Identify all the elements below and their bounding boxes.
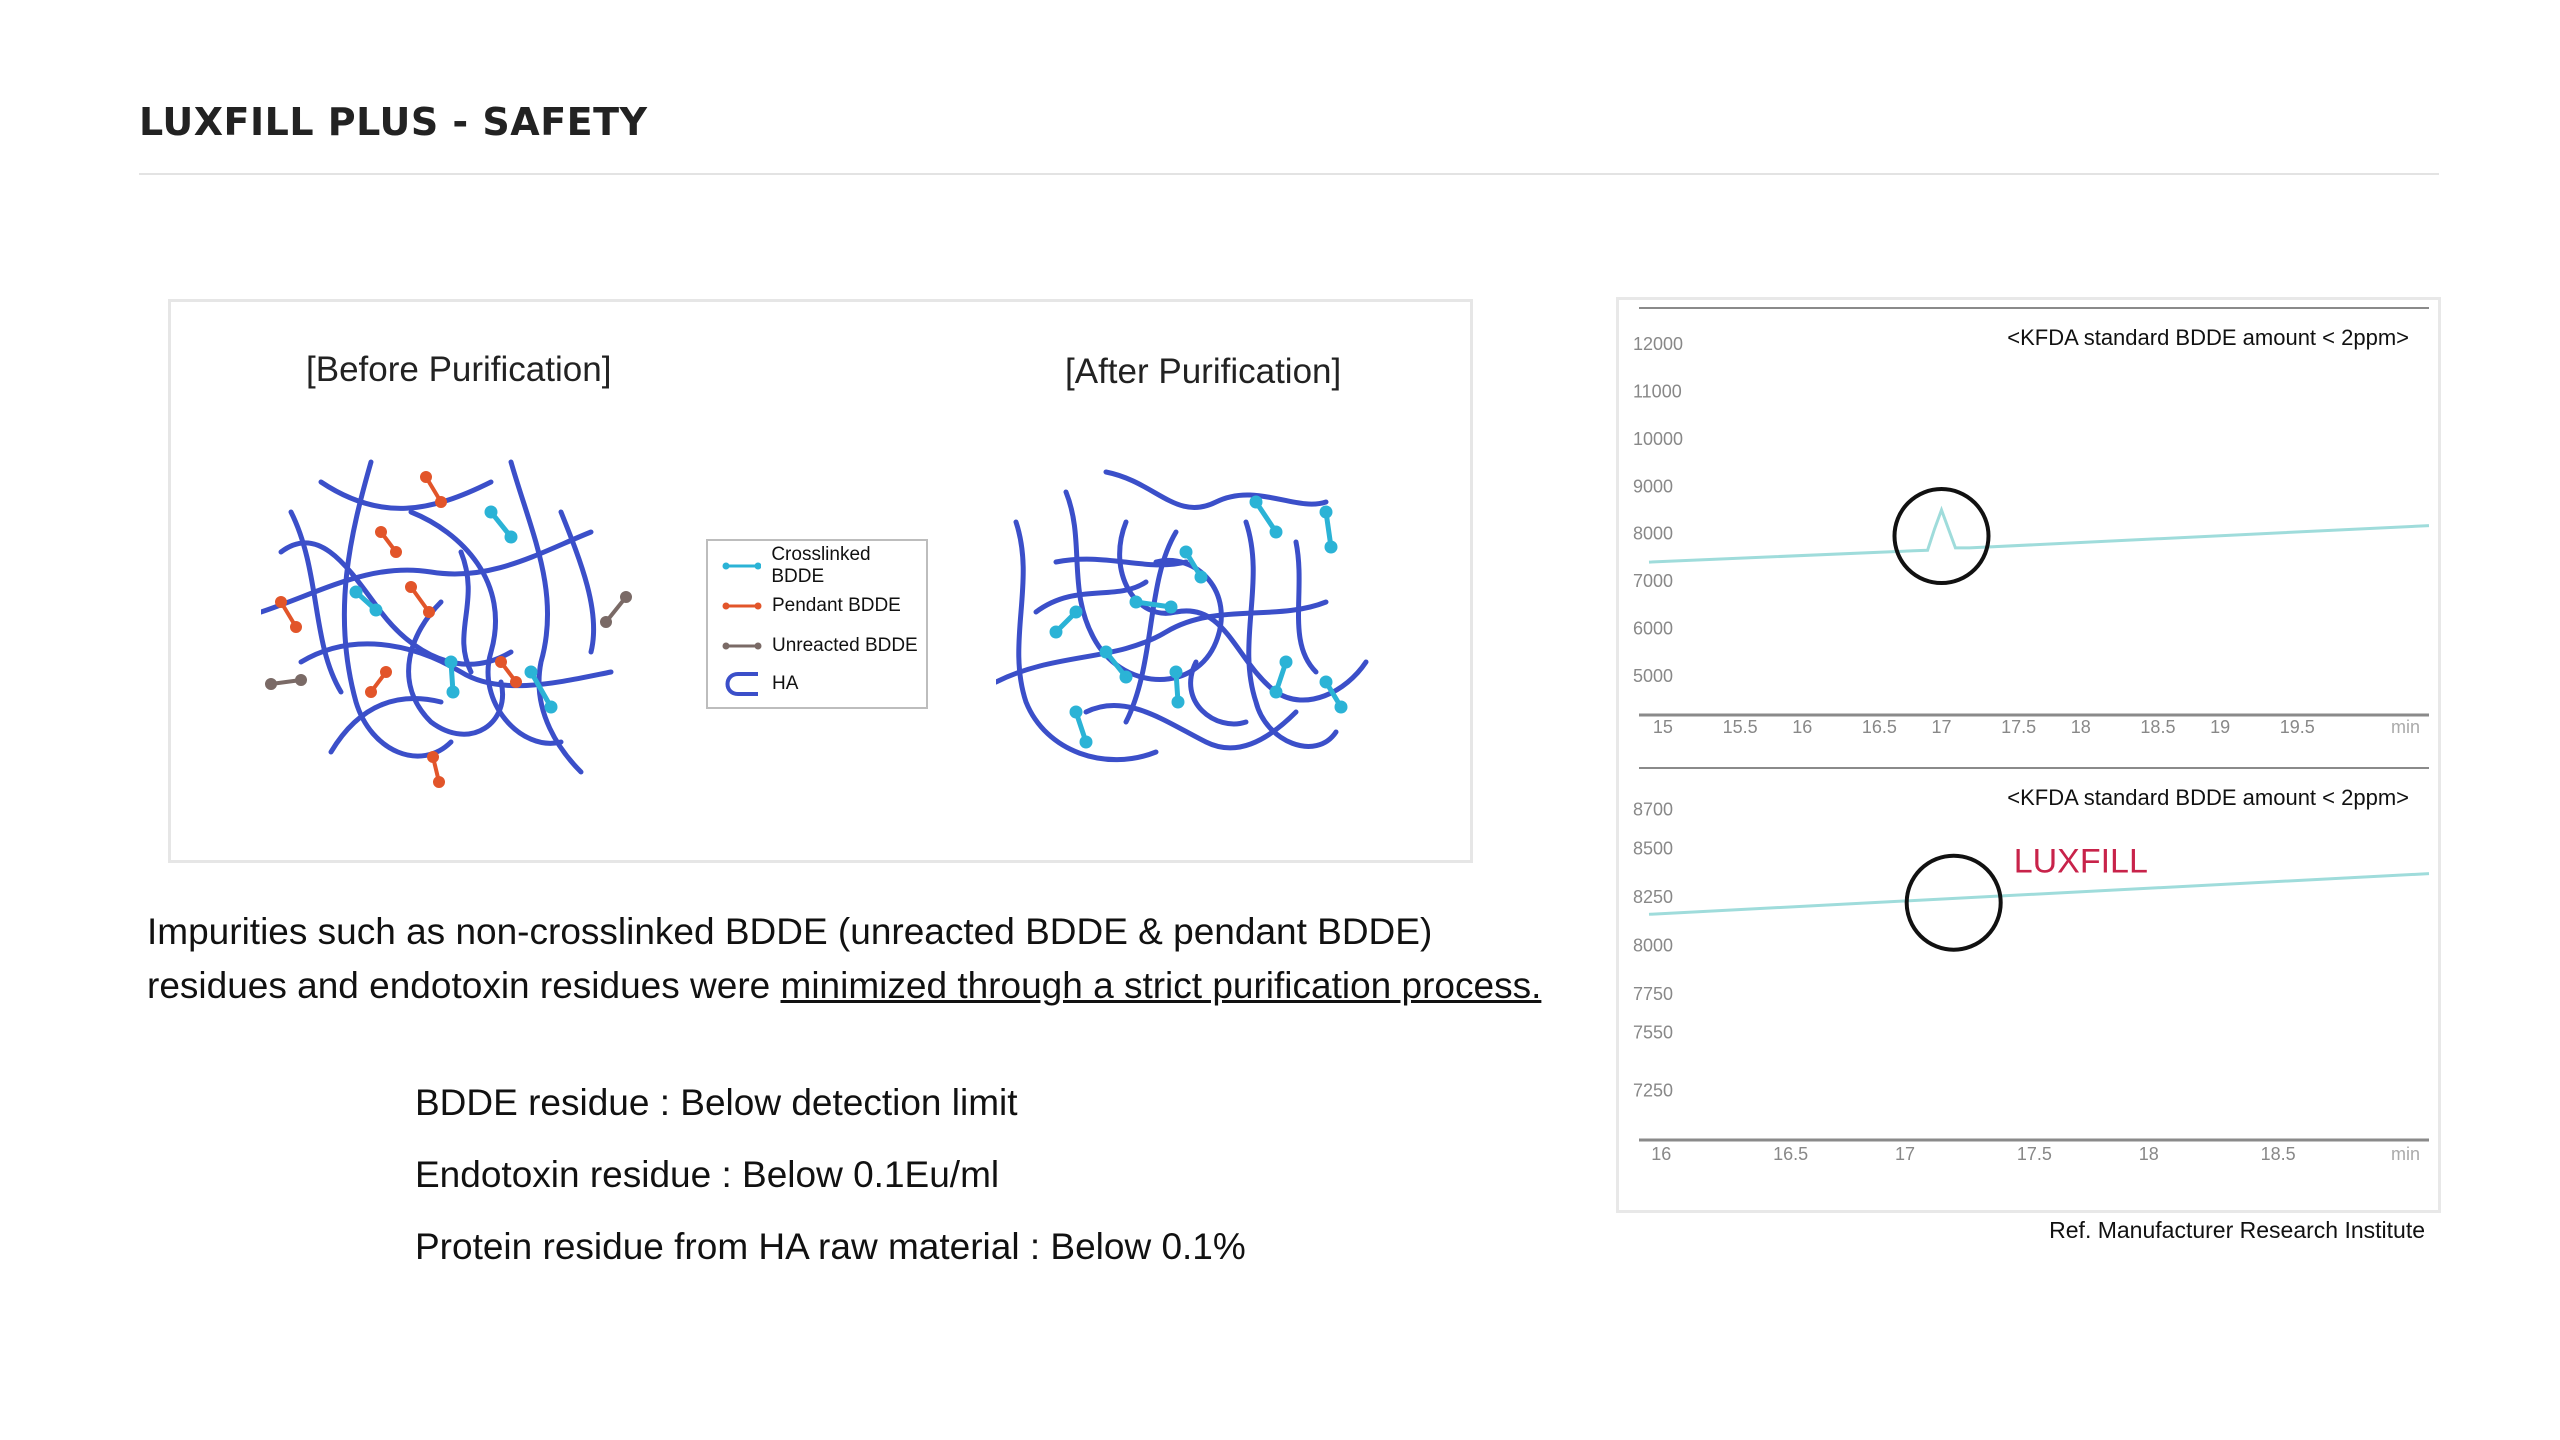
chart-1-title: <KFDA standard BDDE amount < 2ppm>	[2007, 785, 2409, 810]
reference-note: Ref. Manufacturer Research Institute	[2049, 1217, 2425, 1243]
chart-1-ytick-label: 8500	[1633, 838, 1673, 858]
chart-0-ytick-label: 8000	[1633, 524, 1673, 544]
purification-diagram: [Before Purification] [After Purificatio…	[168, 299, 1473, 863]
pendant-icon	[722, 602, 762, 610]
chart-1-xtick-label: 16	[1651, 1144, 1671, 1164]
chart-1-xtick-label: 18.5	[2261, 1144, 2296, 1164]
title-divider	[139, 173, 2439, 175]
chart-1-ytick-label: 7550	[1633, 1023, 1673, 1043]
description-line-2-prefix: residues and endotoxin residues were	[147, 965, 781, 1006]
legend-label-ha: HA	[772, 673, 799, 694]
ha-strand-icon	[725, 672, 758, 696]
chart-0-series-line	[1648, 505, 2430, 564]
crosslink-icon	[722, 562, 762, 570]
chart-1-ytick-label: 7750	[1633, 984, 1673, 1004]
diagram-legend: Crosslinked BDDE Pendant BDDE Unreacted …	[706, 539, 928, 709]
description-line-1: Impurities such as non-crosslinked BDDE …	[147, 911, 1433, 952]
chart-1-xtick-label: 17	[1895, 1144, 1915, 1164]
chart-1-xaxis-unit: min	[2391, 1144, 2420, 1164]
chart-0-title: <KFDA standard BDDE amount < 2ppm>	[2007, 325, 2409, 350]
chart-1-highlight-circle	[1904, 853, 2003, 952]
chart-0-ytick-label: 11000	[1633, 382, 1682, 402]
chart-0-xtick-label: 18.5	[2140, 717, 2175, 737]
chart-0-xtick-label: 15	[1653, 717, 1673, 737]
chart-0-ytick-label: 5000	[1633, 666, 1673, 686]
chart-0-xtick-label: 19	[2210, 717, 2230, 737]
legend-label-pendant: Pendant BDDE	[772, 595, 901, 616]
chart-0-ytick-label: 6000	[1633, 618, 1673, 638]
chart-0-xtick-label: 16	[1792, 717, 1812, 737]
chromatogram-charts: 12000 11000 10000 9000 8000 7000 6000 5000 15 15.…	[1633, 307, 2430, 1164]
unreacted-icon	[722, 642, 762, 650]
chart-0-ytick-label: 12000	[1633, 334, 1683, 354]
spec-protein-residue: Protein residue from HA raw material : B…	[415, 1226, 1246, 1267]
description-line-2: residues and endotoxin residues were min…	[147, 959, 1541, 1013]
chart-0-xtick-label: 17.5	[2001, 717, 2036, 737]
spec-bdde-residue: BDDE residue : Below detection limit	[415, 1082, 1018, 1123]
chart-0-highlight-circle	[1892, 487, 1991, 586]
after-caption: [After Purification]	[1065, 352, 1342, 391]
chart-0-xtick-label: 18	[2071, 717, 2091, 737]
chromatogram-panel: 12000 11000 10000 9000 8000 7000 6000 5000 15 15.…	[1616, 297, 2441, 1213]
legend-item-crosslinked: Crosslinked BDDE	[722, 544, 926, 587]
chart-0-xtick-label: 16.5	[1862, 717, 1897, 737]
description-emphasis: minimized through a strict purification …	[780, 965, 1542, 1006]
chart-1-xtick-label: 17.5	[2017, 1144, 2052, 1164]
chart-1-ytick-label: 8000	[1633, 935, 1673, 955]
page-title: LUXFILL PLUS - SAFETY	[139, 100, 648, 144]
chart-1-annotation: LUXFILL	[2014, 843, 2148, 881]
chart-1-ytick-label: 8250	[1633, 887, 1673, 907]
chart-1-xtick-label: 18	[2139, 1144, 2159, 1164]
chart-0-xtick-label: 15.5	[1723, 717, 1758, 737]
after-network-illustration	[996, 469, 1369, 763]
spec-endotoxin-residue: Endotoxin residue : Below 0.1Eu/ml	[415, 1154, 1000, 1195]
chart-1-ytick-label: 7250	[1633, 1081, 1673, 1101]
chart-0-ytick-label: 9000	[1633, 476, 1673, 496]
chart-0-ytick-label: 7000	[1633, 571, 1673, 591]
purification-description: Impurities such as non-crosslinked BDDE …	[147, 905, 1541, 1013]
chart-0-ytick-label: 10000	[1633, 429, 1683, 449]
legend-label-unreacted: Unreacted BDDE	[772, 635, 918, 656]
chart-1-series-line	[1648, 872, 2430, 916]
legend-item-ha: HA	[722, 671, 798, 697]
chart-1-ytick-label: 8700	[1633, 800, 1673, 820]
legend-item-unreacted: Unreacted BDDE	[722, 633, 918, 659]
chart-1-xtick-label: 16.5	[1773, 1144, 1808, 1164]
chart-0-xtick-label: 17	[1932, 717, 1952, 737]
chart-0-xtick-label: 19.5	[2280, 717, 2315, 737]
chart-0-xaxis-unit: min	[2391, 717, 2420, 737]
before-network-illustration	[261, 459, 632, 788]
before-caption: [Before Purification]	[306, 350, 612, 389]
legend-label-crosslinked: Crosslinked BDDE	[771, 544, 871, 587]
legend-item-pendant: Pendant BDDE	[722, 593, 901, 619]
